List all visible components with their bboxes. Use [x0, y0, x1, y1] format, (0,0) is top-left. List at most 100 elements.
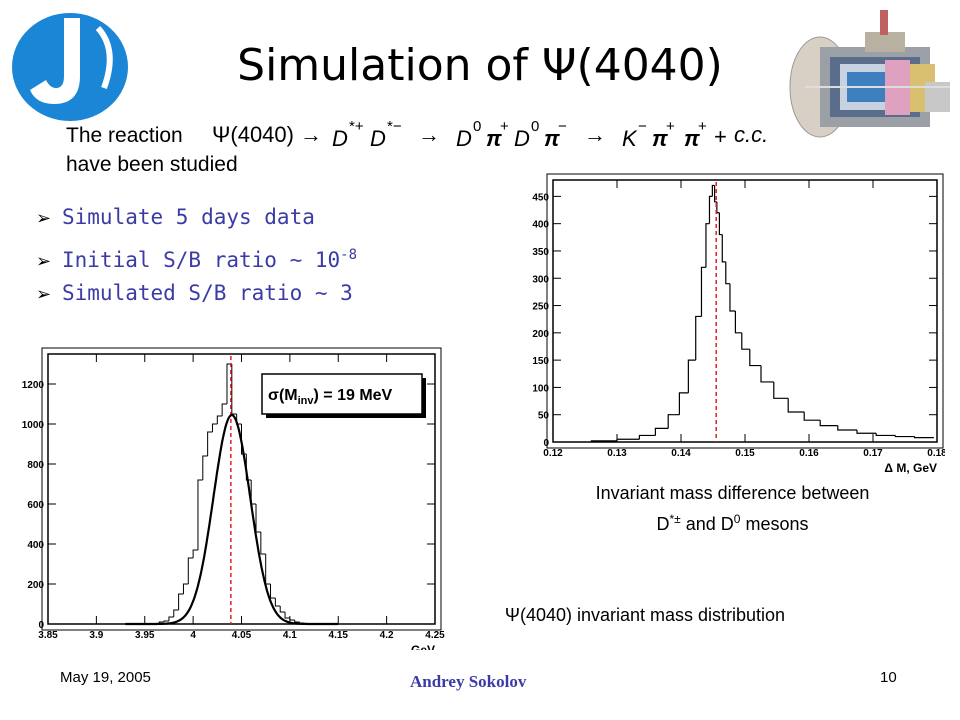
- histogram-bin: [654, 427, 669, 436]
- x-tick-label: 4.25: [425, 630, 445, 641]
- logo-icon: [12, 13, 128, 121]
- x-tick-label: 0.12: [543, 448, 563, 459]
- histogram-bin: [638, 434, 656, 440]
- x-tick-label: 4: [190, 630, 196, 641]
- histogram-bin: [616, 438, 640, 441]
- histogram-bin: [749, 349, 761, 367]
- histogram-bin: [725, 261, 730, 285]
- histogram-bin: [729, 283, 736, 312]
- x-tick-label: 4.15: [329, 630, 349, 641]
- caption-mass-difference-line2: D*± and D0 mesons: [656, 512, 809, 534]
- bullet-text: Simulate 5 days data: [62, 205, 315, 229]
- histogram-bin: [718, 212, 723, 236]
- histogram-bin: [705, 223, 710, 268]
- y-tick-label: 400: [532, 220, 549, 231]
- invariant-mass-histogram: 0 200 400 600 800 1000 1200 3.85 3.9 3.95 4 4.05 4.1…: [22, 347, 445, 650]
- x-axis-label: GeV: [411, 643, 435, 650]
- y-tick-label: 400: [27, 540, 44, 551]
- histogram-bin: [714, 185, 717, 203]
- x-tick-label: 4.1: [283, 630, 297, 641]
- y-tick-label: 0: [38, 620, 44, 631]
- histogram-bin: [216, 415, 223, 424]
- histogram-bin: [187, 557, 194, 584]
- caption-mass-difference: Invariant mass difference between D*± an…: [540, 480, 925, 537]
- x-tick-label: 0.15: [735, 448, 755, 459]
- formula-arrow-1: →: [300, 122, 322, 147]
- histogram-bin: [192, 549, 198, 558]
- histogram-bin: [211, 423, 218, 432]
- y-tick-label: 200: [532, 329, 549, 340]
- histogram-bin: [178, 593, 184, 610]
- x-axis-label: Δ M, GeV: [884, 461, 937, 475]
- bullet-list: ➢ Simulate 5 days data ➢ Initial S/B ratio…: [36, 200, 357, 314]
- y-tick-label: 250: [532, 302, 549, 313]
- x-tick-label: 0.13: [607, 448, 627, 459]
- footer-date: May 19, 2005: [60, 669, 151, 686]
- histogram-bin: [678, 392, 689, 415]
- formula-psi: Ψ(4040): [212, 122, 294, 147]
- histogram-bin: [197, 479, 203, 550]
- histogram-bin: [711, 184, 715, 197]
- x-tick-label: 4.2: [380, 630, 394, 641]
- histogram-bin: [163, 620, 169, 622]
- y-tick-label: 300: [532, 274, 549, 285]
- x-tick-label: 0.14: [671, 448, 691, 459]
- formula-d0-a-sup: 0: [473, 118, 481, 135]
- histogram-bin: [207, 431, 213, 456]
- formula-dstar-plus-sup: *+: [349, 118, 364, 135]
- bullet-item: ➢ Simulate 5 days data: [36, 200, 357, 238]
- caption-mass-difference-line1: Invariant mass difference between: [595, 483, 870, 503]
- histogram-bin: [274, 598, 281, 607]
- histogram-bin: [182, 583, 189, 594]
- bullet-text: Initial S/B ratio ∼ 10: [62, 248, 341, 272]
- histogram-bin: [837, 425, 857, 431]
- histogram-bin: [173, 609, 179, 617]
- formula-pi-plus-3-sup: +: [698, 118, 707, 135]
- formula-pi-minus: π: [544, 126, 560, 151]
- fit-annotation-shadow: [422, 378, 426, 418]
- gaussian-fit-curve: [125, 413, 339, 626]
- histogram-bin: [667, 414, 680, 429]
- formula-pi-plus-3: π: [684, 126, 700, 151]
- histogram-bin: [221, 403, 227, 416]
- histogram-bin: [721, 234, 726, 263]
- histogram-bin: [260, 532, 266, 555]
- reaction-label-line1: The reaction: [66, 124, 183, 147]
- formula-dstar-minus-sup: *−: [387, 118, 402, 135]
- histogram-bin: [708, 195, 713, 224]
- y-tick-label: 50: [538, 411, 550, 422]
- y-tick-label: 800: [27, 460, 44, 471]
- histogram-bin: [803, 411, 821, 421]
- histogram-bin: [914, 436, 934, 439]
- x-tick-label: 3.85: [38, 630, 58, 641]
- reaction-label: The reaction have been studied: [66, 121, 238, 179]
- x-tick-label: 0.18: [927, 448, 945, 459]
- histogram-bin: [695, 315, 702, 361]
- formula-plus: +: [714, 124, 727, 149]
- caption-invariant-mass: Ψ(4040) invariant mass distribution: [504, 605, 786, 625]
- formula-k-minus: K: [622, 126, 638, 151]
- reaction-label-line2: have been studied: [66, 153, 238, 176]
- formula-d0-b: D: [514, 126, 530, 151]
- histogram-bin: [741, 332, 750, 350]
- bullet-item: ➢ Simulated S/B ratio ∼ 3: [36, 276, 357, 314]
- bullet-arrow-icon: ➢: [36, 208, 52, 229]
- y-tick-label: 600: [27, 500, 44, 511]
- histogram-bin: [168, 616, 174, 621]
- formula-d0-b-sup: 0: [531, 118, 539, 135]
- y-tick-label: 200: [27, 580, 44, 591]
- reaction-formula: Ψ(4040) → D *+ D *− → D 0 π + D 0 π − → …: [212, 118, 768, 151]
- formula-pi-minus-sup: −: [558, 118, 567, 135]
- formula-pi-plus-2-sup: +: [666, 118, 675, 135]
- y-tick-label: 350: [532, 247, 549, 258]
- histogram-bin: [289, 618, 295, 621]
- formula-pi-plus-sup: +: [500, 118, 509, 135]
- histogram-bin: [241, 424, 247, 455]
- histogram-bin: [590, 440, 617, 442]
- y-tick-label: 1000: [22, 420, 45, 431]
- bullet-arrow-icon: ➢: [36, 284, 52, 305]
- fit-annotation-shadow: [266, 414, 426, 418]
- histogram-bin: [294, 620, 300, 623]
- formula-d0-a: D: [456, 126, 472, 151]
- formula-pi-plus: π: [486, 126, 502, 151]
